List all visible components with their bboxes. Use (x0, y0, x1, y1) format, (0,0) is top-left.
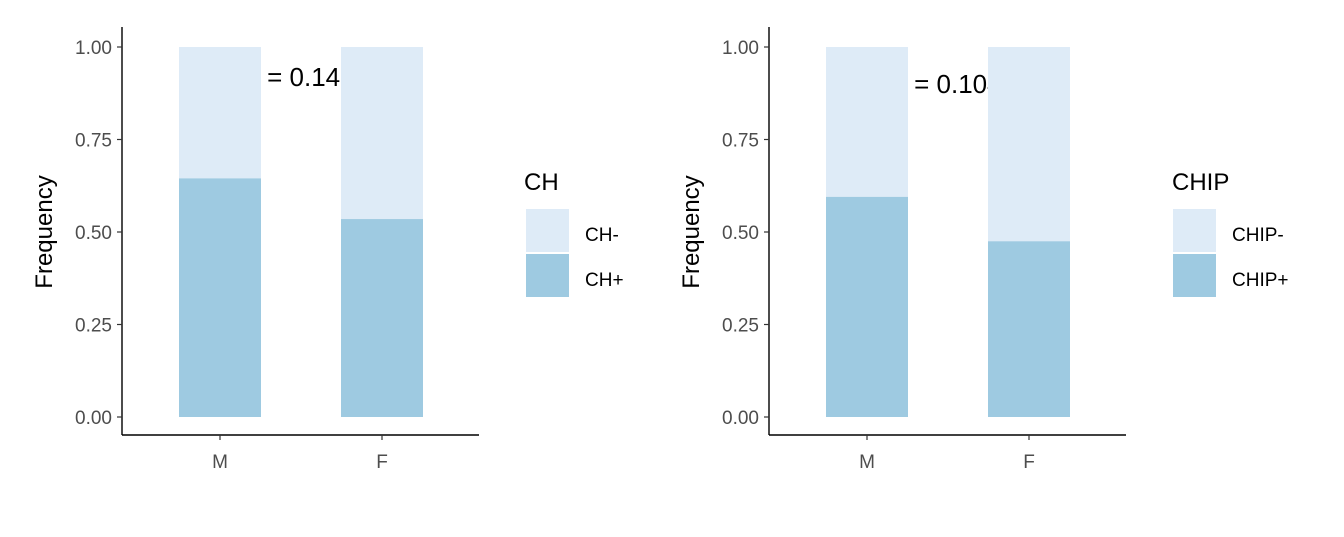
y-tick-label: 0.75 (75, 131, 112, 152)
bar-segment-CH+-M (179, 178, 261, 417)
y-axis-label: Frequency (678, 175, 705, 288)
y-tick-label: 0.00 (75, 408, 112, 429)
bar-segment-CH--M (179, 47, 261, 179)
x-tick-label: F (376, 452, 388, 473)
legend-label-ch-plus: CH+ (585, 270, 624, 291)
x-tick-label: M (859, 452, 875, 473)
chart-panel-1: Frequency p = 0.141 CH CH- CH+ 0.00 0.25 0… (31, 27, 624, 473)
y-tick-label: 0.50 (722, 223, 759, 244)
bar-segment-CHIP--M (826, 47, 908, 197)
y-tick-label: 1.00 (75, 38, 112, 59)
y-tick-label: 0.25 (75, 316, 112, 337)
bar-segment-CHIP+-F (988, 241, 1070, 417)
x-tick-label: M (212, 452, 228, 473)
legend-label-ch-minus: CH- (585, 225, 619, 246)
bar-segment-CH+-F (341, 219, 423, 417)
p-value-annotation: p = 0.141 (245, 62, 354, 92)
y-tick-label: 0.50 (75, 223, 112, 244)
legend-swatch-CH- (526, 209, 569, 252)
bar-segment-CHIP--F (988, 47, 1070, 242)
y-tick-label: 0.25 (722, 316, 759, 337)
y-axis-label: Frequency (31, 175, 58, 288)
x-tick-label: F (1023, 452, 1035, 473)
legend-swatch-CHIP- (1173, 209, 1216, 252)
legend-swatch-CHIP+ (1173, 254, 1216, 297)
y-tick-label: 0.75 (722, 131, 759, 152)
y-tick-label: 0.00 (722, 408, 759, 429)
legend-title: CHIP (1172, 169, 1229, 196)
bar-segment-CHIP+-M (826, 196, 908, 417)
bar-segment-CH--F (341, 47, 423, 220)
legend-title: CH (524, 169, 559, 196)
legend-label-chip-minus: CHIP- (1232, 225, 1284, 246)
legend-label-chip-plus: CHIP+ (1232, 270, 1289, 291)
chart-panel-2: Frequency p = 0.104 CHIP CHIP- CHIP+ 0.0… (678, 27, 1289, 473)
p-value-annotation: p = 0.104 (892, 69, 1001, 99)
y-tick-label: 1.00 (722, 38, 759, 59)
legend-swatch-CH+ (526, 254, 569, 297)
